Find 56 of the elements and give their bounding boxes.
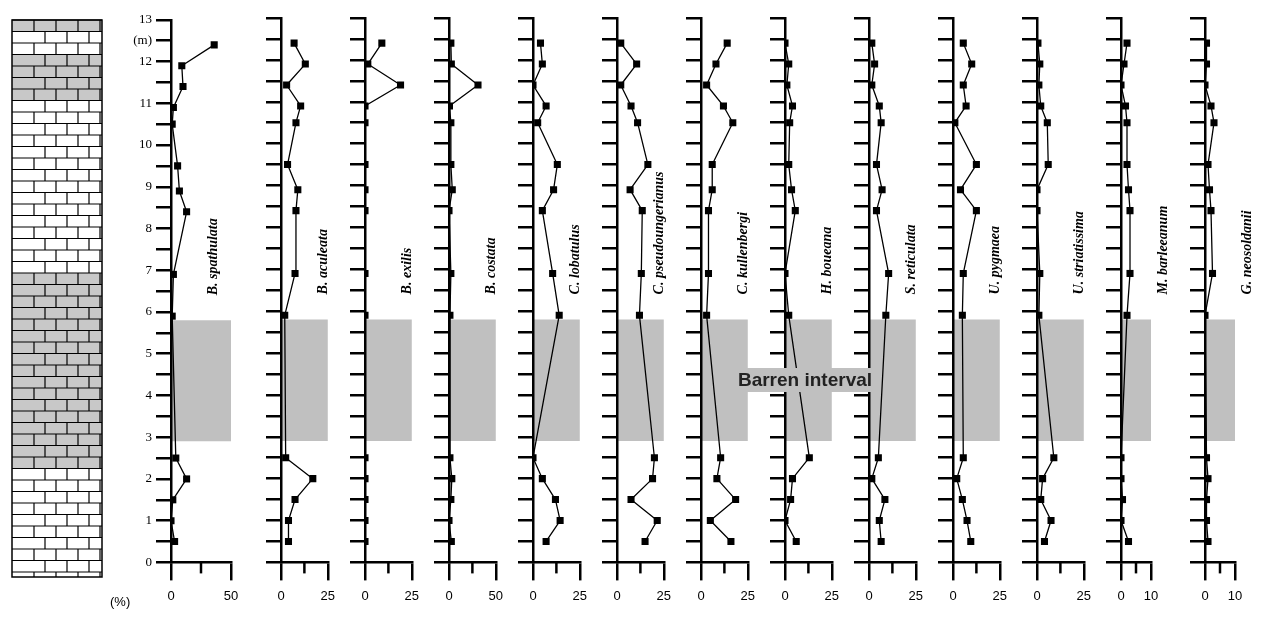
x-tick-label: 0 — [445, 587, 453, 603]
x-tick-label: 10 — [1227, 587, 1243, 603]
y-tick-label: (m) — [133, 32, 152, 48]
x-tick-label: 0 — [865, 587, 873, 603]
text: H. boueana — [819, 226, 834, 296]
text: U. pygmaea — [987, 225, 1002, 295]
x-tick-label: 0 — [361, 587, 369, 603]
text: U. striatissima — [1071, 211, 1086, 295]
x-tick-label: 25 — [656, 587, 671, 603]
text: C. lobatulus — [567, 223, 582, 295]
y-tick-label: 0 — [145, 553, 152, 569]
x-tick-label: 0 — [949, 587, 957, 603]
text: B. exilis — [399, 247, 414, 296]
y-tick-label: 9 — [145, 178, 152, 194]
x-tick-label: 25 — [908, 587, 923, 603]
x-tick-label: 0 — [1201, 587, 1209, 603]
x-tick-label: 10 — [1143, 587, 1159, 603]
x-tick-label: 25 — [740, 587, 755, 603]
x-tick-label: 0 — [529, 587, 537, 603]
y-tick-label: 11 — [139, 94, 152, 110]
text: B. aculeata — [315, 229, 330, 296]
x-tick-label: 25 — [404, 587, 419, 603]
text: B. spathulata — [205, 218, 220, 297]
y-tick-label: 12 — [139, 52, 152, 68]
x-tick-label: 25 — [824, 587, 839, 603]
x-tick-label: 50 — [223, 587, 239, 603]
x-tick-label: 0 — [277, 587, 285, 603]
y-tick-label: 5 — [145, 345, 152, 361]
text: S. reticulata — [903, 224, 918, 295]
x-tick-label: 0 — [697, 587, 705, 603]
y-tick-label: 13 — [139, 11, 152, 27]
text: B. costata — [483, 237, 498, 296]
y-tick-label: 4 — [145, 386, 153, 402]
x-tick-label: 0 — [781, 587, 789, 603]
x-tick-label: 0 — [1117, 587, 1125, 603]
x-tick-label: 0 — [613, 587, 621, 603]
text: C. pseudoungerianus — [651, 170, 666, 295]
y-tick-label: 3 — [145, 428, 152, 444]
y-tick-label: 1 — [145, 512, 152, 528]
x-axis-title: (%) — [110, 593, 131, 609]
x-tick-label: 25 — [572, 587, 587, 603]
y-tick-label: 10 — [139, 136, 152, 152]
text: M. barleeanum — [1155, 205, 1170, 296]
x-tick-label: 0 — [1033, 587, 1041, 603]
y-tick-label: 8 — [145, 219, 152, 235]
x-tick-label: 25 — [992, 587, 1007, 603]
text: C. kullenbergi — [735, 211, 750, 295]
x-tick-label: 0 — [167, 587, 175, 603]
x-tick-label: 25 — [320, 587, 335, 603]
y-tick-label: 2 — [145, 470, 152, 486]
text: G. neosoldanii — [1239, 210, 1254, 295]
band-label: Barren interval — [733, 368, 877, 393]
y-tick-label: 7 — [145, 261, 153, 277]
x-tick-label: 50 — [488, 587, 503, 603]
x-tick-label: 25 — [1076, 587, 1091, 603]
y-tick-label: 6 — [145, 303, 153, 319]
